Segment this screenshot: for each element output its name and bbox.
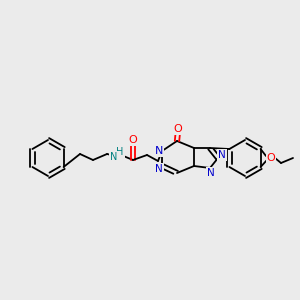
- Text: N: N: [218, 150, 226, 160]
- Text: N: N: [207, 168, 215, 178]
- Text: O: O: [174, 124, 182, 134]
- Text: O: O: [129, 135, 137, 145]
- Text: O: O: [267, 153, 275, 163]
- Text: N: N: [110, 152, 118, 162]
- Text: H: H: [116, 147, 124, 157]
- Text: N: N: [155, 146, 163, 156]
- Text: N: N: [155, 164, 163, 174]
